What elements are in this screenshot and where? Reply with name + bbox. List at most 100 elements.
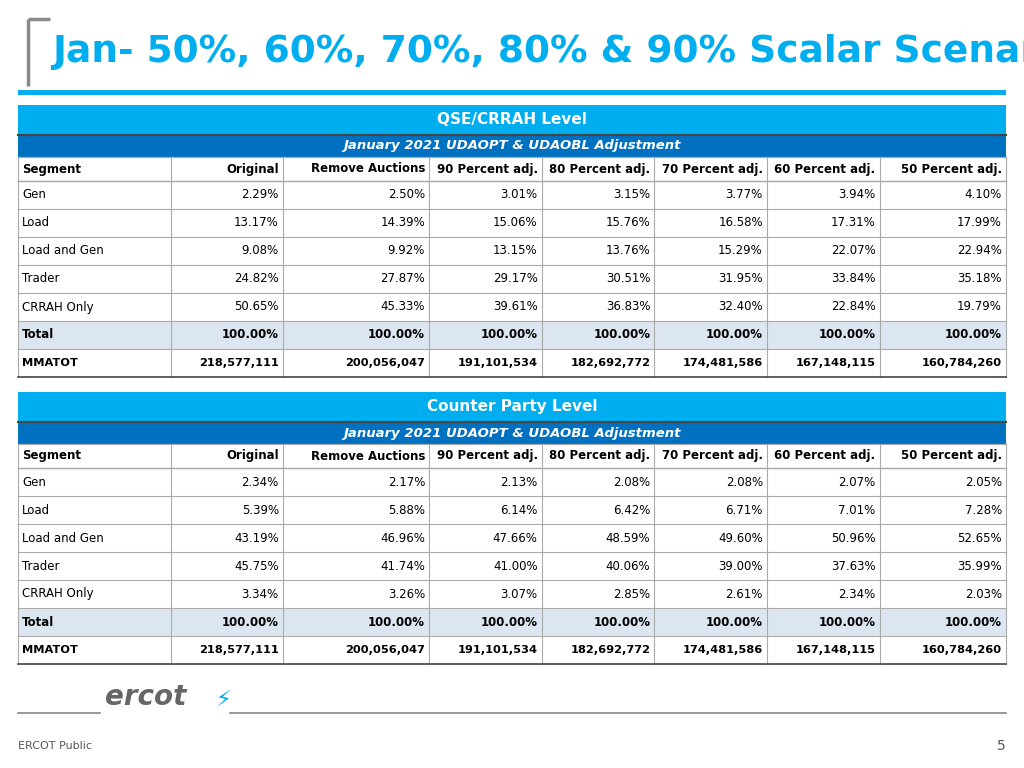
Bar bbox=[18, 496, 1006, 524]
Text: 2.07%: 2.07% bbox=[839, 475, 876, 488]
Text: 100.00%: 100.00% bbox=[368, 615, 425, 628]
Text: 167,148,115: 167,148,115 bbox=[796, 645, 876, 655]
Text: 50.65%: 50.65% bbox=[234, 300, 279, 313]
Text: Gen: Gen bbox=[22, 475, 46, 488]
Text: 5: 5 bbox=[997, 739, 1006, 753]
Bar bbox=[18, 293, 1006, 321]
Text: 3.77%: 3.77% bbox=[726, 188, 763, 201]
Bar bbox=[18, 209, 1006, 237]
Text: Trader: Trader bbox=[22, 273, 59, 286]
Text: 37.63%: 37.63% bbox=[830, 560, 876, 572]
Text: 46.96%: 46.96% bbox=[380, 531, 425, 545]
Bar bbox=[18, 265, 1006, 293]
Text: 200,056,047: 200,056,047 bbox=[345, 358, 425, 368]
Text: Load and Gen: Load and Gen bbox=[22, 531, 103, 545]
Text: QSE/CRRAH Level: QSE/CRRAH Level bbox=[437, 112, 587, 127]
Bar bbox=[18, 552, 1006, 580]
Text: 6.71%: 6.71% bbox=[726, 504, 763, 517]
Text: 50 Percent adj.: 50 Percent adj. bbox=[901, 449, 1002, 462]
Text: 40.06%: 40.06% bbox=[605, 560, 650, 572]
Text: 2.08%: 2.08% bbox=[613, 475, 650, 488]
Bar bbox=[18, 468, 1006, 496]
Text: 7.01%: 7.01% bbox=[839, 504, 876, 517]
Text: 41.00%: 41.00% bbox=[493, 560, 538, 572]
Bar bbox=[18, 608, 1006, 636]
Text: Original: Original bbox=[226, 449, 279, 462]
Text: 70 Percent adj.: 70 Percent adj. bbox=[662, 449, 763, 462]
Text: 15.06%: 15.06% bbox=[493, 217, 538, 230]
Text: 90 Percent adj.: 90 Percent adj. bbox=[436, 449, 538, 462]
Text: 191,101,534: 191,101,534 bbox=[458, 645, 538, 655]
Text: 39.61%: 39.61% bbox=[493, 300, 538, 313]
Text: 100.00%: 100.00% bbox=[593, 615, 650, 628]
Text: 80 Percent adj.: 80 Percent adj. bbox=[549, 163, 650, 176]
Text: 47.66%: 47.66% bbox=[493, 531, 538, 545]
Text: ERCOT Public: ERCOT Public bbox=[18, 741, 92, 751]
Bar bbox=[18, 237, 1006, 265]
Text: 3.34%: 3.34% bbox=[242, 588, 279, 601]
Text: 100.00%: 100.00% bbox=[706, 329, 763, 342]
Text: 2.34%: 2.34% bbox=[839, 588, 876, 601]
Bar bbox=[18, 524, 1006, 552]
Text: 50.96%: 50.96% bbox=[830, 531, 876, 545]
Text: CRRAH Only: CRRAH Only bbox=[22, 588, 93, 601]
Text: 24.82%: 24.82% bbox=[234, 273, 279, 286]
Text: 100.00%: 100.00% bbox=[480, 329, 538, 342]
Text: 160,784,260: 160,784,260 bbox=[922, 358, 1002, 368]
Text: 100.00%: 100.00% bbox=[945, 615, 1002, 628]
Text: 32.40%: 32.40% bbox=[718, 300, 763, 313]
Text: 49.60%: 49.60% bbox=[718, 531, 763, 545]
Text: MMATOT: MMATOT bbox=[22, 645, 78, 655]
Text: 17.31%: 17.31% bbox=[830, 217, 876, 230]
Text: 31.95%: 31.95% bbox=[718, 273, 763, 286]
Text: 27.87%: 27.87% bbox=[380, 273, 425, 286]
Bar bbox=[18, 321, 1006, 349]
Text: 5.88%: 5.88% bbox=[388, 504, 425, 517]
Text: 80 Percent adj.: 80 Percent adj. bbox=[549, 449, 650, 462]
Text: 174,481,586: 174,481,586 bbox=[683, 645, 763, 655]
Text: 2.03%: 2.03% bbox=[965, 588, 1002, 601]
Text: 100.00%: 100.00% bbox=[368, 329, 425, 342]
Text: 29.17%: 29.17% bbox=[493, 273, 538, 286]
Text: Segment: Segment bbox=[22, 449, 81, 462]
Text: 14.39%: 14.39% bbox=[380, 217, 425, 230]
Text: 160,784,260: 160,784,260 bbox=[922, 645, 1002, 655]
Text: 22.07%: 22.07% bbox=[830, 244, 876, 257]
Text: 60 Percent adj.: 60 Percent adj. bbox=[774, 449, 876, 462]
Text: 100.00%: 100.00% bbox=[222, 615, 279, 628]
Text: 2.85%: 2.85% bbox=[613, 588, 650, 601]
Text: 48.59%: 48.59% bbox=[605, 531, 650, 545]
Bar bbox=[18, 105, 1006, 377]
Text: 9.92%: 9.92% bbox=[388, 244, 425, 257]
Text: 22.94%: 22.94% bbox=[957, 244, 1002, 257]
Text: 70 Percent adj.: 70 Percent adj. bbox=[662, 163, 763, 176]
Text: 30.51%: 30.51% bbox=[606, 273, 650, 286]
Text: 33.84%: 33.84% bbox=[831, 273, 876, 286]
Text: January 2021 UDAOPT & UDAOBL Adjustment: January 2021 UDAOPT & UDAOBL Adjustment bbox=[343, 426, 681, 439]
Text: 2.08%: 2.08% bbox=[726, 475, 763, 488]
Text: 3.15%: 3.15% bbox=[613, 188, 650, 201]
Text: 6.14%: 6.14% bbox=[501, 504, 538, 517]
Text: Segment: Segment bbox=[22, 163, 81, 176]
Text: 5.39%: 5.39% bbox=[242, 504, 279, 517]
Text: 2.05%: 2.05% bbox=[965, 475, 1002, 488]
Text: 200,056,047: 200,056,047 bbox=[345, 645, 425, 655]
Text: 52.65%: 52.65% bbox=[957, 531, 1002, 545]
Text: 100.00%: 100.00% bbox=[818, 615, 876, 628]
Text: January 2021 UDAOPT & UDAOBL Adjustment: January 2021 UDAOPT & UDAOBL Adjustment bbox=[343, 140, 681, 153]
Bar bbox=[18, 349, 1006, 377]
Bar bbox=[18, 135, 1006, 157]
Text: 2.34%: 2.34% bbox=[242, 475, 279, 488]
Text: 174,481,586: 174,481,586 bbox=[683, 358, 763, 368]
Text: 13.15%: 13.15% bbox=[493, 244, 538, 257]
Text: 2.50%: 2.50% bbox=[388, 188, 425, 201]
Text: 2.13%: 2.13% bbox=[501, 475, 538, 488]
Text: 100.00%: 100.00% bbox=[593, 329, 650, 342]
Text: MMATOT: MMATOT bbox=[22, 358, 78, 368]
Text: 9.08%: 9.08% bbox=[242, 244, 279, 257]
Text: Load: Load bbox=[22, 504, 50, 517]
Text: Trader: Trader bbox=[22, 560, 59, 572]
Text: Total: Total bbox=[22, 329, 54, 342]
Text: 191,101,534: 191,101,534 bbox=[458, 358, 538, 368]
Bar bbox=[18, 392, 1006, 422]
